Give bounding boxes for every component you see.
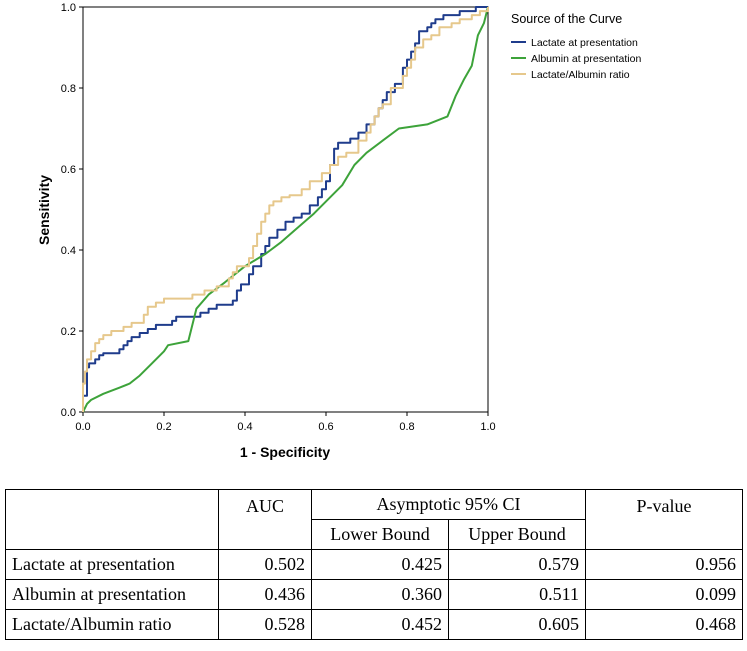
- legend: Source of the Curve Lactate at presentat…: [511, 12, 641, 81]
- header-pvalue: P-value: [585, 489, 743, 550]
- y-tick-label: 0.2: [61, 326, 76, 338]
- legend-label: Lactate/Albumin ratio: [531, 69, 630, 81]
- row-label: Lactate/Albumin ratio: [5, 609, 219, 640]
- auc-value: 0.436: [218, 579, 312, 610]
- header-upper-bound: Upper Bound: [448, 519, 586, 550]
- table-row: Lactate/Albumin ratio 0.528 0.452 0.605 …: [5, 609, 743, 640]
- y-tick-label: 0.8: [61, 83, 76, 95]
- auc-value: 0.528: [218, 609, 312, 640]
- p-value: 0.099: [585, 579, 743, 610]
- y-tick-label: 1.0: [61, 2, 76, 14]
- stats-table: AUC Asymptotic 95% CI P-value Lower Boun…: [5, 489, 743, 640]
- roc-curve-1: [82, 6, 489, 413]
- upper-bound-value: 0.579: [448, 549, 586, 580]
- legend-label: Albumin at presentation: [531, 53, 641, 65]
- auc-value: 0.502: [218, 549, 312, 580]
- roc-curve-0: [82, 6, 488, 412]
- lower-bound-value: 0.360: [311, 579, 449, 610]
- y-tick-label: 0.4: [61, 245, 76, 257]
- upper-bound-value: 0.511: [448, 579, 586, 610]
- x-tick-label: 1.0: [480, 421, 495, 433]
- upper-bound-value: 0.605: [448, 609, 586, 640]
- y-tick-label: 0.6: [61, 164, 76, 176]
- table-subheader-row: Lower Bound Upper Bound: [6, 519, 743, 550]
- p-value: 0.956: [585, 549, 743, 580]
- table-header-row: AUC Asymptotic 95% CI P-value: [5, 489, 743, 550]
- plot-area: [82, 6, 489, 413]
- p-value: 0.468: [585, 609, 743, 640]
- lower-bound-value: 0.425: [311, 549, 449, 580]
- legend-label: Lactate at presentation: [531, 37, 638, 49]
- row-label: Lactate at presentation: [5, 549, 219, 580]
- table-row: Albumin at presentation 0.436 0.360 0.51…: [5, 579, 743, 610]
- header-lower-bound: Lower Bound: [311, 519, 449, 550]
- x-axis-label: 1 - Specificity: [240, 444, 330, 460]
- roc-chart: 0.0 0.2 0.4 0.6 0.8 1.0 0.0 0.2 0.4 0.6 0.8 1.0 1 -…: [36, 2, 641, 460]
- x-tick-label: 0.4: [237, 421, 252, 433]
- header-ci: Asymptotic 95% CI: [311, 489, 586, 520]
- lower-bound-value: 0.452: [311, 609, 449, 640]
- y-tick-label: 0.0: [61, 407, 76, 419]
- roc-curve-2: [82, 7, 489, 412]
- row-label: Albumin at presentation: [5, 579, 219, 610]
- legend-title: Source of the Curve: [511, 12, 622, 26]
- header-auc: AUC: [218, 489, 312, 550]
- table-row: Lactate at presentation 0.502 0.425 0.57…: [5, 549, 743, 580]
- x-tick-label: 0.8: [399, 421, 414, 433]
- header-empty-cell: [5, 489, 219, 550]
- y-axis-label: Sensitivity: [36, 175, 52, 245]
- x-tick-label: 0.2: [156, 421, 171, 433]
- x-tick-label: 0.0: [75, 421, 90, 433]
- x-tick-label: 0.6: [318, 421, 333, 433]
